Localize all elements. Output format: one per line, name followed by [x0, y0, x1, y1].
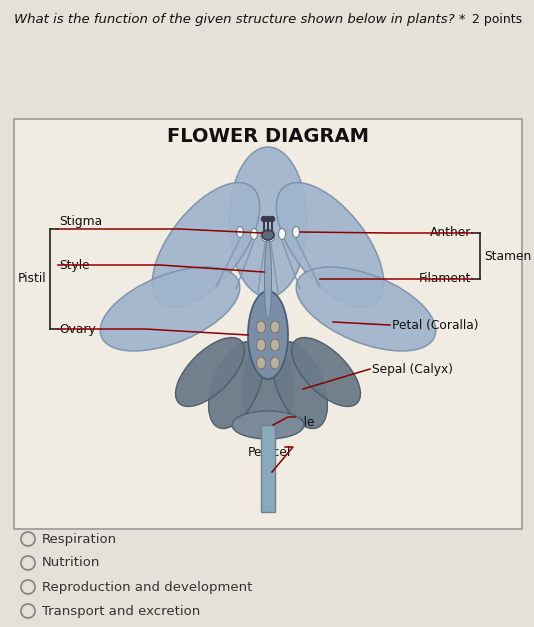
Ellipse shape [243, 339, 293, 439]
Ellipse shape [100, 267, 240, 351]
Text: Nutrition: Nutrition [42, 557, 100, 569]
FancyBboxPatch shape [14, 119, 522, 529]
Ellipse shape [250, 228, 257, 240]
Circle shape [262, 216, 266, 221]
Ellipse shape [237, 226, 244, 238]
Ellipse shape [272, 342, 327, 428]
Text: What is the function of the given structure shown below in plants? *: What is the function of the given struct… [14, 13, 466, 26]
Text: Petal (Coralla): Petal (Coralla) [392, 319, 478, 332]
Text: Reproduction and development: Reproduction and development [42, 581, 253, 594]
Ellipse shape [293, 226, 300, 238]
Text: Pedicel: Pedicel [248, 446, 291, 459]
Ellipse shape [262, 231, 269, 241]
Text: Stigma: Stigma [59, 215, 102, 228]
Text: Anther: Anther [430, 226, 471, 240]
Text: Filament: Filament [419, 273, 471, 285]
Ellipse shape [279, 228, 286, 240]
Text: FLOWER DIAGRAM: FLOWER DIAGRAM [167, 127, 369, 146]
Ellipse shape [271, 321, 279, 333]
Text: Style: Style [59, 258, 90, 271]
Ellipse shape [256, 321, 265, 333]
Ellipse shape [276, 182, 383, 307]
Circle shape [265, 216, 271, 221]
Ellipse shape [256, 357, 265, 369]
FancyBboxPatch shape [261, 425, 275, 512]
Ellipse shape [271, 357, 279, 369]
Ellipse shape [264, 238, 271, 320]
Ellipse shape [248, 291, 288, 379]
Ellipse shape [176, 337, 245, 406]
Text: Receptacle: Receptacle [248, 416, 316, 429]
Ellipse shape [292, 337, 360, 406]
Ellipse shape [296, 267, 436, 351]
Ellipse shape [262, 230, 274, 240]
Ellipse shape [268, 231, 274, 241]
Text: 2 points: 2 points [472, 13, 522, 26]
Ellipse shape [229, 147, 307, 297]
Ellipse shape [271, 339, 279, 351]
Circle shape [270, 216, 274, 221]
Text: Pistil: Pistil [18, 273, 46, 285]
Text: Respiration: Respiration [42, 532, 117, 545]
Text: Stamen: Stamen [484, 250, 531, 263]
Text: Sepal (Calyx): Sepal (Calyx) [372, 362, 453, 376]
Text: Transport and excretion: Transport and excretion [42, 604, 200, 618]
Ellipse shape [232, 411, 304, 439]
Ellipse shape [152, 182, 260, 307]
Text: Ovary: Ovary [59, 322, 96, 335]
Ellipse shape [209, 342, 263, 428]
Ellipse shape [256, 339, 265, 351]
